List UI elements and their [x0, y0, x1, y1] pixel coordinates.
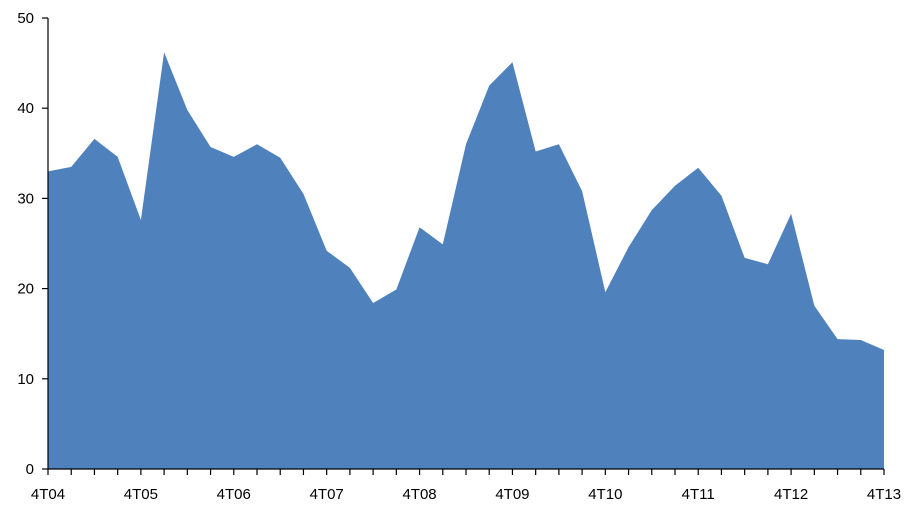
- y-tick-label: 20: [17, 281, 34, 298]
- x-tick-label: 4T09: [495, 486, 529, 503]
- y-tick-label: 10: [17, 371, 34, 388]
- x-tick-label: 4T08: [402, 486, 436, 503]
- y-axis: 0 10 20 30 40 50: [17, 10, 49, 478]
- x-tick-label: 4T13: [867, 486, 901, 503]
- series-area: [48, 52, 884, 469]
- x-tick-label: 4T05: [124, 486, 158, 503]
- plot-area: [48, 52, 884, 469]
- x-tick-label: 4T04: [31, 486, 65, 503]
- x-tick-label: 4T11: [682, 486, 715, 503]
- y-tick-label: 0: [26, 461, 34, 478]
- x-axis: 4T04 4T05 4T06 4T07 4T08 4T09 4T10 4T11 4T12 4T13: [31, 468, 901, 503]
- x-tick-label: 4T07: [310, 486, 344, 503]
- y-tick-label: 30: [17, 190, 34, 207]
- y-tick-label: 50: [17, 10, 34, 27]
- x-tick-label: 4T10: [588, 486, 622, 503]
- y-tick-label: 40: [17, 100, 34, 117]
- x-tick-label: 4T12: [774, 486, 808, 503]
- x-tick-label: 4T06: [217, 486, 251, 503]
